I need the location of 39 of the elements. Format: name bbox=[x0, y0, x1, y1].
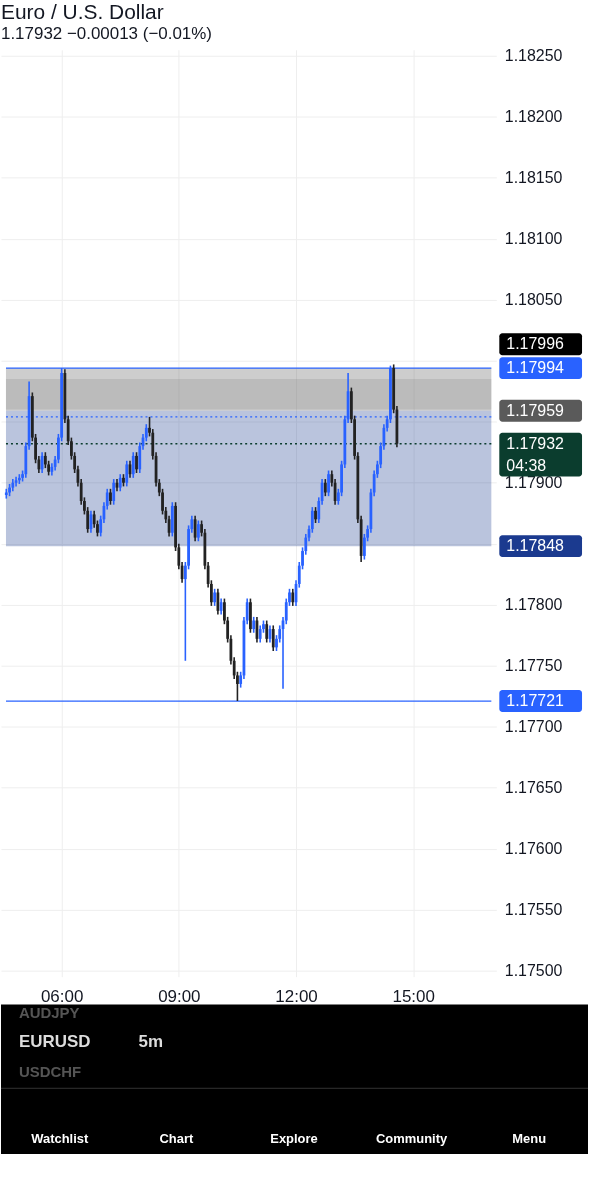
chart-subtitle: 1.17932 −0.00013 (−0.01%) bbox=[1, 23, 212, 43]
y-tick-label: 1.17650 bbox=[504, 779, 563, 797]
text: 5m bbox=[138, 1032, 164, 1052]
candlestick bbox=[196, 519, 200, 543]
y-tick-label: 1.18250 bbox=[504, 47, 563, 65]
y-tick-label: 1.18050 bbox=[504, 291, 563, 309]
ref-line-label: 1.17994 bbox=[506, 359, 565, 377]
y-tick-label: 1.17600 bbox=[504, 840, 563, 858]
candlestick bbox=[135, 451, 138, 474]
text: Chart bbox=[159, 1131, 194, 1147]
candlestick bbox=[327, 469, 330, 497]
y-tick-label: 1.17500 bbox=[504, 962, 563, 980]
ref-line-label: 1.17721 bbox=[506, 692, 565, 710]
y-tick-label: 1.17900 bbox=[504, 474, 563, 492]
candlestick bbox=[122, 473, 125, 488]
x-tick-label: 09:00 bbox=[158, 987, 201, 1007]
y-tick-label: 1.17750 bbox=[504, 657, 563, 675]
y-tick-label: 1.18200 bbox=[504, 108, 563, 126]
y-tick-label: 1.17800 bbox=[504, 596, 563, 614]
text: Community bbox=[376, 1131, 448, 1147]
text: Menu bbox=[512, 1131, 547, 1147]
text: Explore bbox=[270, 1131, 318, 1147]
text: USDCHF bbox=[18, 1063, 82, 1081]
text: Watchlist bbox=[31, 1131, 89, 1147]
y-tick-label: 1.18150 bbox=[504, 169, 563, 187]
candlestick bbox=[314, 506, 317, 524]
x-tick-label: 15:00 bbox=[392, 987, 435, 1007]
chart-title: Euro / U.S. Dollar bbox=[1, 0, 164, 24]
band-label: 1.17959 bbox=[506, 401, 565, 419]
text: EURUSD bbox=[18, 1032, 91, 1052]
ref-line-label: 1.17932 04:38 bbox=[506, 434, 565, 474]
y-tick-label: 1.17700 bbox=[504, 718, 563, 736]
band-label: 1.17848 bbox=[506, 537, 565, 555]
y-tick-label: 1.17550 bbox=[504, 901, 563, 919]
x-tick-label: 12:00 bbox=[275, 987, 318, 1007]
y-tick-label: 1.18100 bbox=[504, 230, 563, 248]
candlestick bbox=[249, 597, 252, 634]
text: 1.17996 bbox=[506, 335, 565, 353]
candlestick bbox=[109, 488, 112, 506]
